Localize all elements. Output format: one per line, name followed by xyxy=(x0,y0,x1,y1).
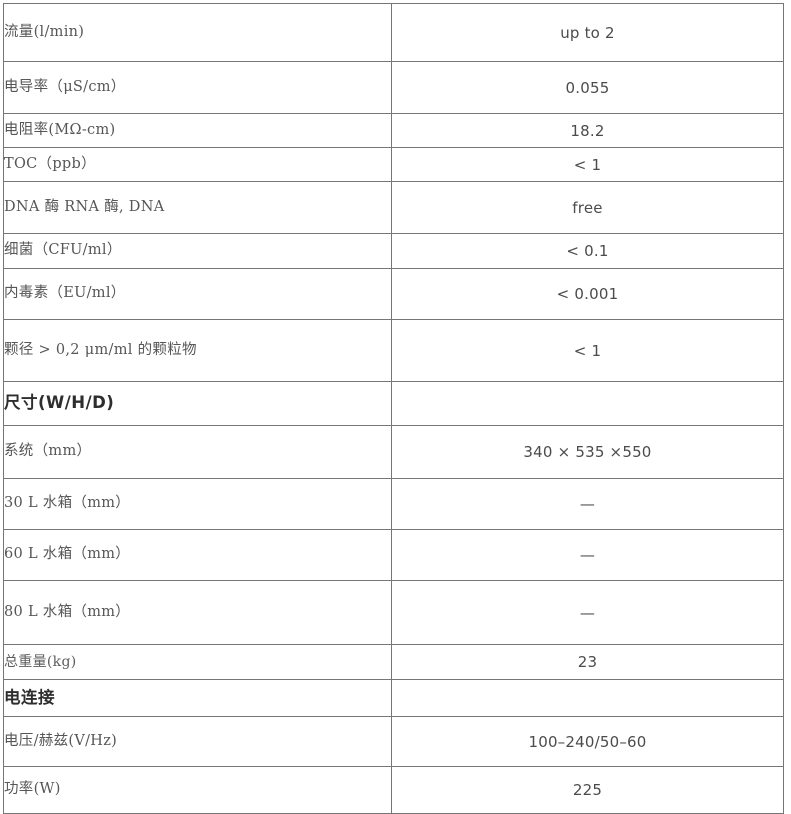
spec-label: 30 L 水箱（mm） xyxy=(3,478,392,530)
spec-value: 0.055 xyxy=(391,61,784,114)
spec-label: 颗径 > 0,2 μm/ml 的颗粒物 xyxy=(3,319,392,382)
table-row: 60 L 水箱（mm） — xyxy=(3,529,784,581)
spec-label: 电压/赫兹(V/Hz) xyxy=(3,716,392,767)
table-row: 电导率（μS/cm） 0.055 xyxy=(3,61,784,114)
table-row: 细菌（CFU/ml） < 0.1 xyxy=(3,233,784,269)
spec-label: 总重量(kg) xyxy=(3,644,392,680)
spec-label: 系统（mm） xyxy=(3,425,392,479)
spec-label: 电阻率(MΩ-cm) xyxy=(3,113,392,148)
table-row: 尺寸(W/H/D) xyxy=(3,381,784,426)
section-header-value-cell xyxy=(391,381,784,426)
spec-label: 细菌（CFU/ml） xyxy=(3,233,392,269)
specification-table-body: 流量(l/min) up to 2 电导率（μS/cm） 0.055 电阻率(MΩ-cm… xyxy=(3,3,784,814)
table-row: 电压/赫兹(V/Hz) 100–240/50–60 xyxy=(3,716,784,767)
spec-label: DNA 酶 RNA 酶, DNA xyxy=(3,181,392,234)
spec-value-not-applicable: — xyxy=(391,529,784,581)
table-row: 80 L 水箱（mm） — xyxy=(3,580,784,645)
table-row: 总重量(kg) 23 xyxy=(3,644,784,680)
spec-value-not-applicable: — xyxy=(391,478,784,530)
spec-value: 100–240/50–60 xyxy=(391,716,784,767)
spec-value: 18.2 xyxy=(391,113,784,148)
spec-label: 80 L 水箱（mm） xyxy=(3,580,392,645)
spec-value: < 1 xyxy=(391,147,784,182)
spec-value-not-applicable: — xyxy=(391,580,784,645)
table-row: 流量(l/min) up to 2 xyxy=(3,3,784,62)
spec-value: free xyxy=(391,181,784,234)
section-header-label: 尺寸(W/H/D) xyxy=(3,381,392,426)
table-row: 电阻率(MΩ-cm) 18.2 xyxy=(3,113,784,148)
spec-label: 电导率（μS/cm） xyxy=(3,61,392,114)
section-header-value-cell xyxy=(391,679,784,717)
spec-value: 225 xyxy=(391,766,784,814)
spec-label: 功率(W) xyxy=(3,766,392,814)
table-row: 内毒素（EU/ml） < 0.001 xyxy=(3,268,784,320)
spec-label: 60 L 水箱（mm） xyxy=(3,529,392,581)
spec-value: 340 × 535 ×550 xyxy=(391,425,784,479)
spec-value: 23 xyxy=(391,644,784,680)
table-row: 电连接 xyxy=(3,679,784,717)
table-row: 功率(W) 225 xyxy=(3,766,784,814)
specification-table: 流量(l/min) up to 2 电导率（μS/cm） 0.055 电阻率(MΩ-cm… xyxy=(3,3,784,814)
table-row: 30 L 水箱（mm） — xyxy=(3,478,784,530)
table-row: DNA 酶 RNA 酶, DNA free xyxy=(3,181,784,234)
spec-value: < 0.001 xyxy=(391,268,784,320)
spec-label: 内毒素（EU/ml） xyxy=(3,268,392,320)
spec-value: up to 2 xyxy=(391,3,784,62)
section-header-label: 电连接 xyxy=(3,679,392,717)
spec-label: TOC（ppb） xyxy=(3,147,392,182)
table-row: 颗径 > 0,2 μm/ml 的颗粒物 < 1 xyxy=(3,319,784,382)
spec-label: 流量(l/min) xyxy=(3,3,392,62)
table-row: 系统（mm） 340 × 535 ×550 xyxy=(3,425,784,479)
table-row: TOC（ppb） < 1 xyxy=(3,147,784,182)
spec-value: < 0.1 xyxy=(391,233,784,269)
spec-value: < 1 xyxy=(391,319,784,382)
